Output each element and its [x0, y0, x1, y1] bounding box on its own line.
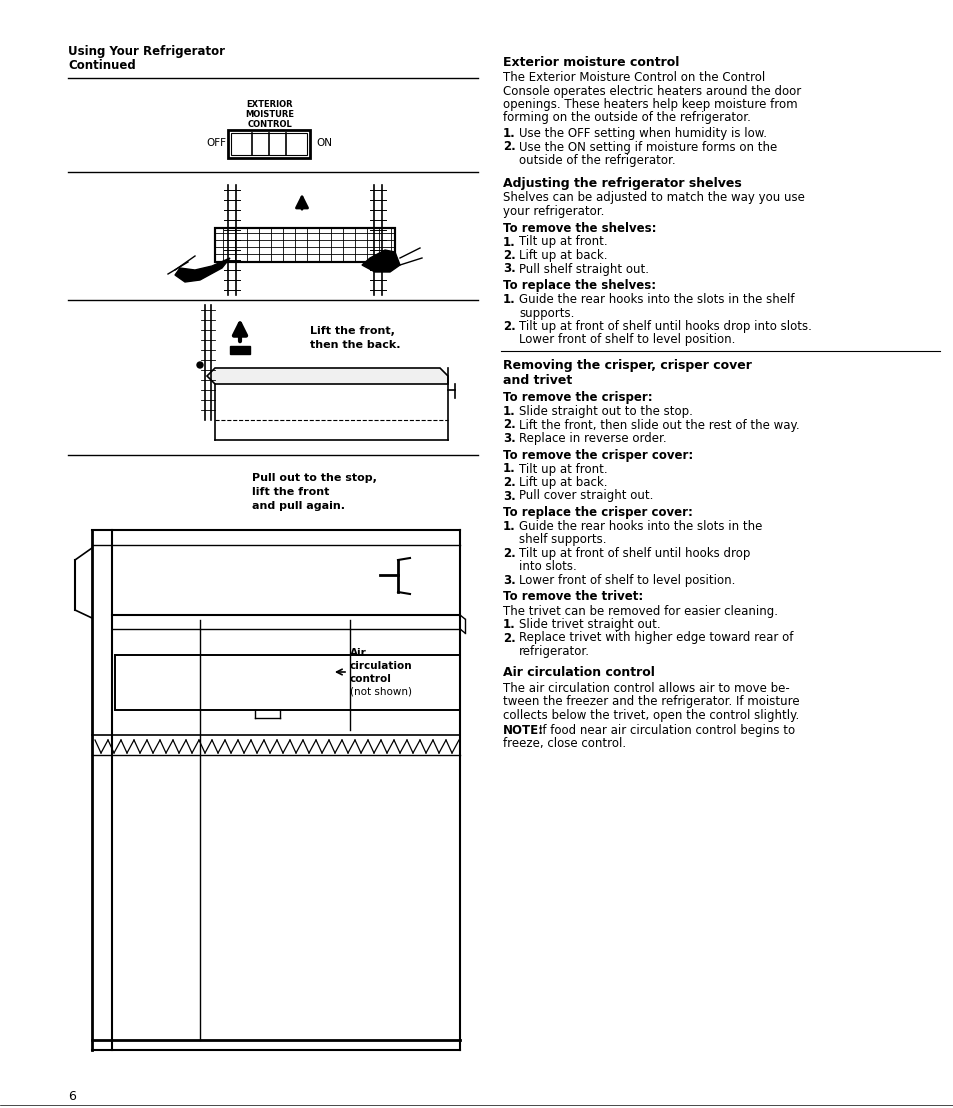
- Text: 2.: 2.: [502, 141, 516, 154]
- Text: collects below the trivet, open the control slightly.: collects below the trivet, open the cont…: [502, 708, 799, 721]
- Text: OFF: OFF: [206, 138, 226, 148]
- Text: Use the ON setting if moisture forms on the: Use the ON setting if moisture forms on …: [518, 141, 777, 154]
- Text: refrigerator.: refrigerator.: [518, 645, 589, 658]
- Polygon shape: [174, 258, 230, 283]
- Text: Tilt up at front.: Tilt up at front.: [518, 236, 607, 248]
- Text: Lift the front,: Lift the front,: [310, 326, 395, 336]
- Text: To remove the trivet:: To remove the trivet:: [502, 591, 642, 604]
- Bar: [214, 228, 395, 261]
- Text: control: control: [350, 674, 392, 684]
- Text: freeze, close control.: freeze, close control.: [502, 738, 625, 750]
- Text: 3.: 3.: [502, 263, 516, 276]
- Text: Removing the crisper, crisper cover: Removing the crisper, crisper cover: [502, 359, 751, 372]
- Polygon shape: [361, 250, 399, 271]
- Text: Tilt up at front of shelf until hooks drop: Tilt up at front of shelf until hooks dr…: [518, 547, 750, 560]
- Bar: [228, 130, 310, 158]
- Bar: [230, 346, 250, 353]
- Text: Use the OFF setting when humidity is low.: Use the OFF setting when humidity is low…: [518, 127, 766, 140]
- Text: Pull shelf straight out.: Pull shelf straight out.: [518, 263, 648, 276]
- Text: Using Your Refrigerator: Using Your Refrigerator: [68, 45, 225, 58]
- Text: 2.: 2.: [502, 249, 516, 261]
- Text: To remove the crisper:: To remove the crisper:: [502, 391, 652, 404]
- Text: and pull again.: and pull again.: [252, 501, 345, 511]
- Text: 2.: 2.: [502, 547, 516, 560]
- Text: then the back.: then the back.: [310, 340, 400, 350]
- Text: Slide trivet straight out.: Slide trivet straight out.: [518, 618, 659, 630]
- Text: Guide the rear hooks into the slots in the: Guide the rear hooks into the slots in t…: [518, 520, 761, 533]
- Text: CONTROL: CONTROL: [248, 120, 292, 129]
- Text: Continued: Continued: [68, 59, 135, 72]
- Text: Guide the rear hooks into the slots in the shelf: Guide the rear hooks into the slots in t…: [518, 293, 794, 306]
- Text: Replace trivet with higher edge toward rear of: Replace trivet with higher edge toward r…: [518, 632, 793, 645]
- Text: 3.: 3.: [502, 574, 516, 587]
- Text: Lower front of shelf to level position.: Lower front of shelf to level position.: [518, 334, 735, 347]
- Polygon shape: [207, 368, 448, 384]
- Text: supports.: supports.: [518, 307, 574, 319]
- Bar: [214, 228, 395, 261]
- Text: 1.: 1.: [502, 462, 516, 475]
- Text: your refrigerator.: your refrigerator.: [502, 205, 604, 218]
- Text: Adjusting the refrigerator shelves: Adjusting the refrigerator shelves: [502, 176, 741, 189]
- Text: Tilt up at front.: Tilt up at front.: [518, 462, 607, 475]
- Text: tween the freezer and the refrigerator. If moisture: tween the freezer and the refrigerator. …: [502, 695, 799, 708]
- Text: 2.: 2.: [502, 419, 516, 431]
- Text: Lift up at back.: Lift up at back.: [518, 249, 607, 261]
- Text: Exterior moisture control: Exterior moisture control: [502, 57, 679, 69]
- Text: Pull cover straight out.: Pull cover straight out.: [518, 490, 653, 503]
- Text: Lift up at back.: Lift up at back.: [518, 476, 607, 489]
- Circle shape: [196, 362, 203, 368]
- Text: The air circulation control allows air to move be-: The air circulation control allows air t…: [502, 681, 789, 695]
- Text: The trivet can be removed for easier cleaning.: The trivet can be removed for easier cle…: [502, 605, 778, 617]
- Text: lift the front: lift the front: [252, 488, 329, 497]
- Text: 2.: 2.: [502, 320, 516, 334]
- Text: Air: Air: [350, 648, 366, 658]
- Text: 1.: 1.: [502, 293, 516, 306]
- Text: (not shown): (not shown): [350, 687, 412, 697]
- Text: forming on the outside of the refrigerator.: forming on the outside of the refrigerat…: [502, 112, 750, 124]
- Bar: [115, 655, 459, 710]
- Text: Console operates electric heaters around the door: Console operates electric heaters around…: [502, 84, 801, 98]
- Text: Lower front of shelf to level position.: Lower front of shelf to level position.: [518, 574, 735, 587]
- Text: 1.: 1.: [502, 520, 516, 533]
- Text: Slide straight out to the stop.: Slide straight out to the stop.: [518, 406, 692, 418]
- Text: 3.: 3.: [502, 490, 516, 503]
- Text: 1.: 1.: [502, 406, 516, 418]
- Text: To remove the shelves:: To remove the shelves:: [502, 222, 656, 235]
- Text: 2.: 2.: [502, 632, 516, 645]
- Text: Lift the front, then slide out the rest of the way.: Lift the front, then slide out the rest …: [518, 419, 799, 431]
- Text: Replace in reverse order.: Replace in reverse order.: [518, 432, 666, 445]
- Text: 1.: 1.: [502, 236, 516, 248]
- Text: 3.: 3.: [502, 432, 516, 445]
- Text: into slots.: into slots.: [518, 561, 577, 574]
- Text: openings. These heaters help keep moisture from: openings. These heaters help keep moistu…: [502, 98, 797, 111]
- Text: shelf supports.: shelf supports.: [518, 533, 606, 546]
- Text: ON: ON: [315, 138, 332, 148]
- Bar: [231, 133, 307, 155]
- Text: outside of the refrigerator.: outside of the refrigerator.: [518, 154, 675, 167]
- Text: Air circulation control: Air circulation control: [502, 667, 654, 679]
- Text: NOTE:: NOTE:: [502, 724, 543, 737]
- Text: 1.: 1.: [502, 618, 516, 630]
- Text: Shelves can be adjusted to match the way you use: Shelves can be adjusted to match the way…: [502, 192, 804, 205]
- Text: and trivet: and trivet: [502, 375, 572, 387]
- Text: 1.: 1.: [502, 127, 516, 140]
- Text: Pull out to the stop,: Pull out to the stop,: [252, 473, 376, 483]
- Text: To replace the shelves:: To replace the shelves:: [502, 279, 656, 293]
- Text: To replace the crisper cover:: To replace the crisper cover:: [502, 506, 692, 519]
- Text: Tilt up at front of shelf until hooks drop into slots.: Tilt up at front of shelf until hooks dr…: [518, 320, 811, 334]
- Text: EXTERIOR: EXTERIOR: [247, 100, 293, 109]
- Text: To remove the crisper cover:: To remove the crisper cover:: [502, 449, 693, 462]
- Text: 2.: 2.: [502, 476, 516, 489]
- Text: circulation: circulation: [350, 661, 413, 671]
- Text: If food near air circulation control begins to: If food near air circulation control beg…: [538, 724, 794, 737]
- Text: 6: 6: [68, 1090, 76, 1102]
- Text: The Exterior Moisture Control on the Control: The Exterior Moisture Control on the Con…: [502, 71, 764, 84]
- Text: MOISTURE: MOISTURE: [245, 110, 294, 119]
